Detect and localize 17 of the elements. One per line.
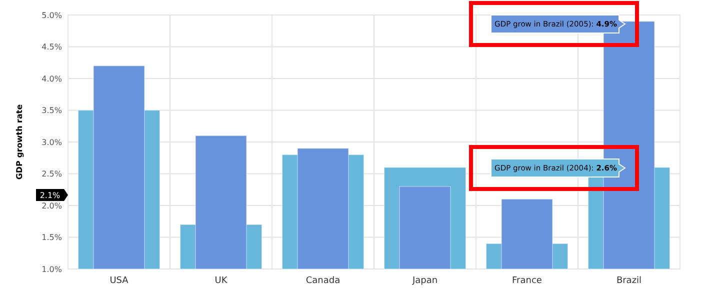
y-tick-label: 2.5%	[42, 170, 62, 179]
y-tick-label: 1.5%	[42, 233, 62, 242]
x-tick-label: France	[512, 276, 542, 286]
x-tick-label: UK	[214, 276, 228, 286]
y-tick-label: 4.0%	[42, 74, 62, 84]
x-tick-label: Brazil	[616, 276, 642, 286]
x-tick-label: Canada	[306, 276, 340, 286]
x-tick-label: USA	[110, 276, 130, 286]
y-tick-label: 3.5%	[42, 106, 62, 116]
y-tick-label: 1.0%	[42, 264, 62, 274]
text: 2.1%	[40, 190, 61, 200]
y-tick-label: 2.0%	[42, 201, 62, 210]
y-axis-title: GDP growth rate	[15, 104, 24, 180]
y-tick-label: 4.5%	[42, 42, 62, 52]
y-tick-label: 5.0%	[42, 10, 62, 20]
y-tick-label: 3.0%	[42, 138, 62, 147]
x-tick-label: Japan	[411, 276, 438, 286]
